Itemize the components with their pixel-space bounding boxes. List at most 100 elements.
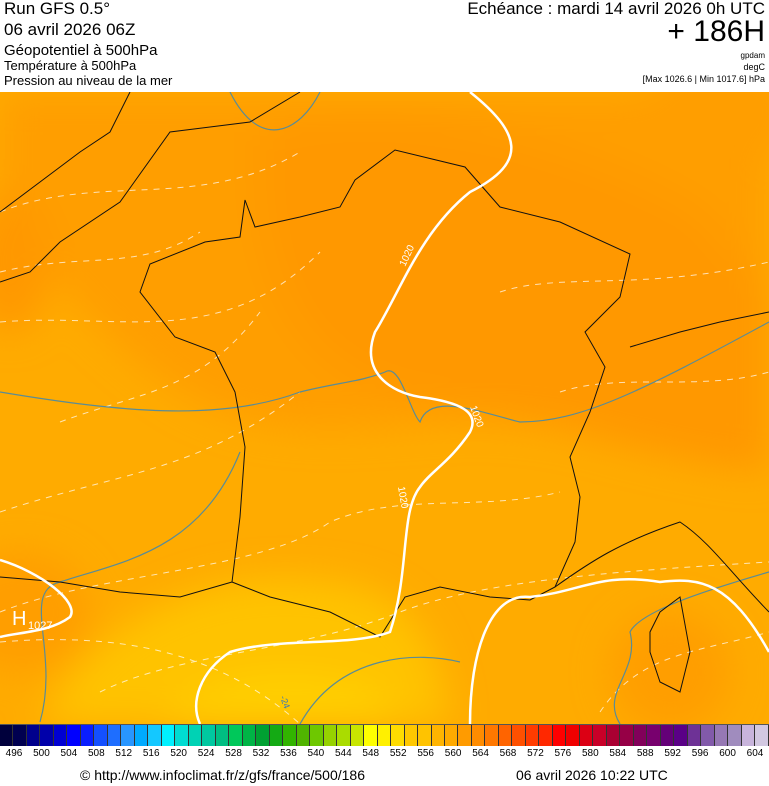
color-scale-cell xyxy=(418,725,432,746)
source-url[interactable]: © http://www.infoclimat.fr/z/gfs/france/… xyxy=(80,767,365,783)
color-scale-cell xyxy=(471,725,486,746)
color-scale-cell xyxy=(512,725,526,746)
color-scale-label: 580 xyxy=(581,748,599,759)
color-scale-label: 592 xyxy=(664,748,681,759)
color-scale-label: 504 xyxy=(60,748,78,759)
high-pressure-value: 1027 xyxy=(28,620,52,632)
color-scale-cell xyxy=(444,725,459,746)
color-scale-bar xyxy=(0,724,769,746)
coastlines-borders xyxy=(0,92,769,693)
field-geopotential: Géopotentiel à 500hPa xyxy=(4,42,158,59)
color-scale-cell xyxy=(633,725,648,746)
color-scale-cell xyxy=(215,725,230,746)
color-scale-cell xyxy=(620,725,634,746)
color-scale-cell xyxy=(13,725,27,746)
color-scale-cell xyxy=(552,725,567,746)
color-scale-cell xyxy=(94,725,108,746)
field-pressure: Pression au niveau de la mer xyxy=(4,73,173,88)
color-scale-label: 572 xyxy=(527,748,544,759)
color-scale-cell xyxy=(701,725,715,746)
geopotential-shading xyxy=(0,92,769,724)
color-scale-label: 604 xyxy=(746,748,764,759)
color-scale-cell xyxy=(364,725,378,746)
color-scale-cell xyxy=(404,725,419,746)
color-scale-cell xyxy=(606,725,621,746)
color-scale-label: 508 xyxy=(87,748,105,759)
color-scale-label: 532 xyxy=(252,748,270,759)
color-scale-cell xyxy=(229,725,243,746)
color-scale-label: 536 xyxy=(280,748,297,759)
color-scale-cell xyxy=(107,725,122,746)
color-scale-cell xyxy=(269,725,284,746)
color-scale-cell xyxy=(458,725,472,746)
color-scale-label: 540 xyxy=(307,748,325,759)
color-scale-cell xyxy=(80,725,95,746)
temperature-isotherms xyxy=(0,151,769,724)
color-scale-cell xyxy=(687,725,702,746)
color-scale-label: 568 xyxy=(499,748,517,759)
color-scale-label: 512 xyxy=(115,748,133,759)
color-scale-cell xyxy=(175,725,189,746)
color-scale-cell xyxy=(728,725,742,746)
color-scale-label: 552 xyxy=(389,748,407,759)
forecast-hour: + 186H xyxy=(667,15,765,48)
color-scale-cell xyxy=(525,725,540,746)
color-scale-cell xyxy=(498,725,513,746)
run-date: 06 avril 2026 06Z xyxy=(4,20,136,39)
field-temperature: Température à 500hPa xyxy=(4,58,137,73)
color-scale-cell xyxy=(485,725,499,746)
color-scale-cell xyxy=(431,725,445,746)
color-scale-cell xyxy=(566,725,580,746)
color-scale-cell xyxy=(391,725,405,746)
color-scale-cell xyxy=(593,725,607,746)
isobar-label: 1020 xyxy=(395,486,410,510)
color-scale-label: 584 xyxy=(609,748,627,759)
echeance: Echéance : mardi 14 avril 2026 0h UTC xyxy=(467,0,765,18)
color-scale-label: 600 xyxy=(719,748,736,759)
color-scale-cell xyxy=(660,725,675,746)
color-scale-cell xyxy=(256,725,270,746)
color-scale-label: 496 xyxy=(5,748,23,759)
color-scale-cell xyxy=(323,725,338,746)
color-scale-label: 596 xyxy=(691,748,709,759)
color-scale-cell xyxy=(242,725,257,746)
isotherm-label: -24 xyxy=(278,694,292,710)
forecast-map[interactable]: H 1027 1020 1020 1020 -24 xyxy=(0,92,769,724)
color-scale-cell xyxy=(134,725,149,746)
color-scale-cell xyxy=(0,725,14,746)
color-scale-cell xyxy=(40,725,54,746)
generated-timestamp: 06 avril 2026 10:22 UTC xyxy=(516,767,668,783)
color-scale-label: 576 xyxy=(554,748,572,759)
color-scale-cell xyxy=(161,725,176,746)
color-scale-cell xyxy=(296,725,311,746)
color-scale-cell xyxy=(647,725,661,746)
color-scale-cell xyxy=(283,725,297,746)
high-pressure-label: H xyxy=(12,608,26,630)
color-scale-cell xyxy=(148,725,162,746)
color-scale-label: 520 xyxy=(170,748,187,759)
pressure-range: [Max 1026.6 | Min 1017.6] hPa xyxy=(642,74,765,84)
color-scale-cell xyxy=(674,725,688,746)
color-scale-cell xyxy=(350,725,365,746)
color-scale-cell xyxy=(377,725,392,746)
color-scale-cell xyxy=(121,725,135,746)
color-scale-label: 556 xyxy=(417,748,434,759)
unit-gpdam: gpdam xyxy=(740,51,765,60)
color-scale-cell xyxy=(579,725,594,746)
color-scale-label: 564 xyxy=(472,748,489,759)
color-scale-cell xyxy=(539,725,553,746)
color-scale-label: 548 xyxy=(362,748,380,759)
color-scale-cell xyxy=(310,725,324,746)
isobars xyxy=(0,92,769,724)
color-scale-label: 516 xyxy=(142,748,160,759)
color-scale-label: 544 xyxy=(334,748,352,759)
color-scale-cell xyxy=(202,725,216,746)
color-scale-cell xyxy=(714,725,729,746)
color-scale-cell xyxy=(337,725,351,746)
color-scale-cell xyxy=(741,725,756,746)
color-scale-label: 524 xyxy=(197,748,215,759)
color-scale-label: 500 xyxy=(33,748,50,759)
run-title: Run GFS 0.5° xyxy=(4,0,111,18)
color-scale-label: 560 xyxy=(444,748,462,759)
